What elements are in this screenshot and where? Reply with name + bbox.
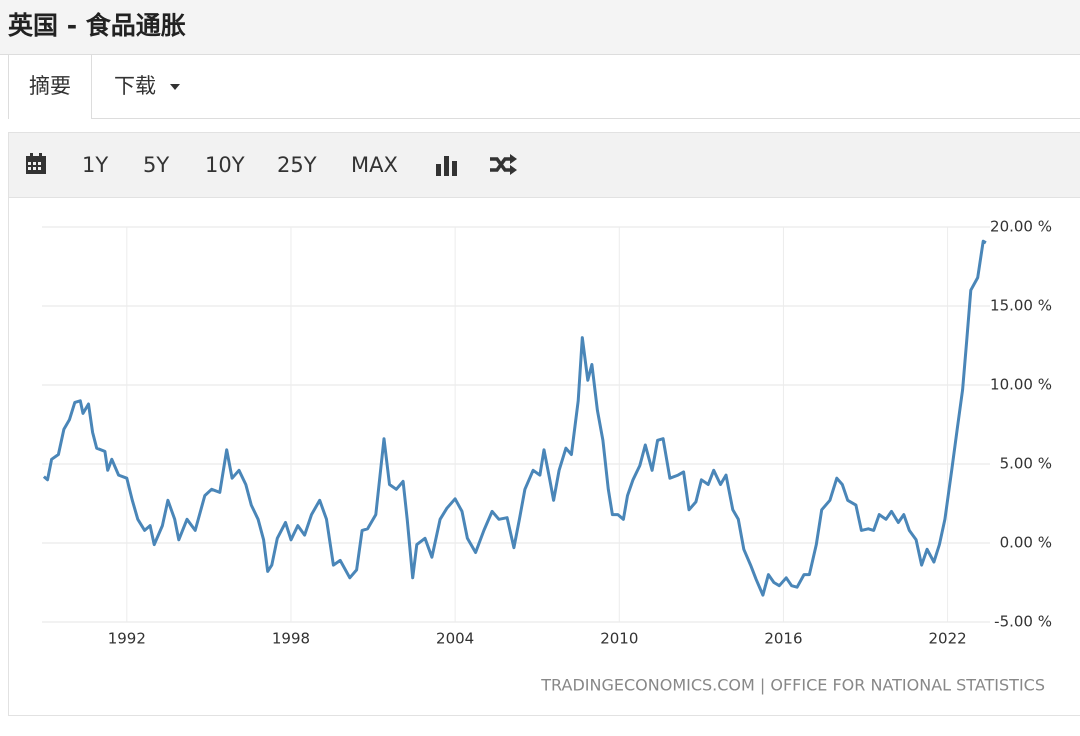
range-button[interactable]: MAX [351,153,398,177]
calendar-icon[interactable] [25,153,47,175]
page-title: 英国 - 食品通胀 [8,11,186,40]
y-tick-label: 10.00 % [990,376,1052,394]
y-tick-label: -5.00 % [994,613,1052,631]
x-tick-label: 2004 [436,630,474,648]
y-tick-label: 15.00 % [990,297,1052,315]
x-tick-label: 1992 [108,630,146,648]
range-button[interactable]: 5Y [143,153,170,177]
chart-type-icon[interactable] [435,154,459,176]
x-tick-label: 2016 [764,630,802,648]
header: 英国 - 食品通胀 [0,0,1080,55]
caret [169,84,180,90]
tab[interactable]: 摘要 [8,55,92,119]
chart-panel: 1Y 5Y 10Y 25Y MAX [8,132,1080,716]
data-line [42,239,987,597]
range-button[interactable]: 25Y [277,153,317,177]
tab-label[interactable]: 下载 [114,74,156,98]
x-tick-label: 1998 [272,630,310,648]
y-tick-label: 0.00 % [1000,534,1052,552]
range-button[interactable]: 1Y [82,153,109,177]
compare-icon[interactable] [489,154,519,176]
source-credit: TRADINGECONOMICS.COM | OFFICE FOR NATION… [540,676,1045,695]
tab[interactable]: 下载 [114,55,181,119]
range-button[interactable]: 10Y [205,153,245,177]
toolbar: 1Y 5Y 10Y 25Y MAX [9,133,1080,198]
x-tick-label: 2022 [928,630,966,648]
y-tick-label: 5.00 % [1000,455,1052,473]
tab-bar: 摘要 下载 [8,55,1080,119]
y-tick-label: 20.00 % [990,218,1052,236]
x-tick-label: 2010 [600,630,638,648]
